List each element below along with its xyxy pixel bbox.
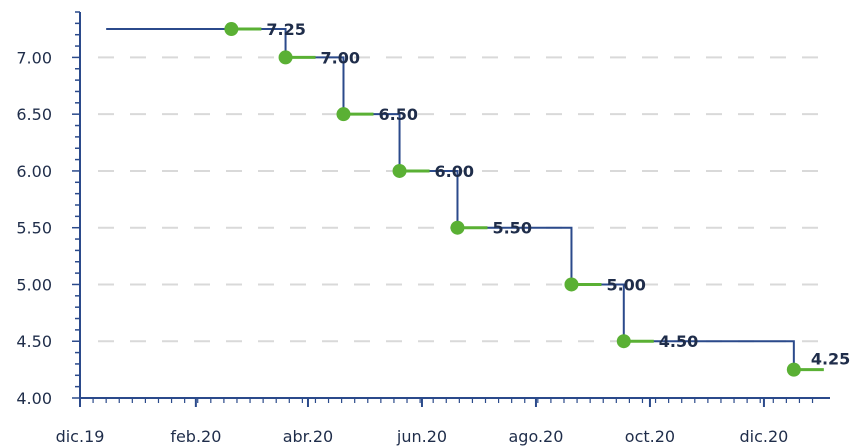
y-tick-label: 5.00: [16, 275, 52, 294]
step-line-series: [106, 28, 820, 371]
x-tick-label: dic.19: [56, 427, 105, 446]
data-point-marker: [278, 50, 293, 65]
y-tick-label: 4.50: [16, 332, 52, 351]
data-value-label: 6.00: [435, 162, 474, 181]
y-axis: 4.00 4.50 5.00 5.50 6.00 6.50 7.00: [16, 11, 81, 408]
data-point-marker: [564, 277, 579, 292]
data-point-marker: [224, 22, 239, 37]
data-point-marker: [336, 107, 351, 122]
x-tick-label: abr.20: [283, 427, 334, 446]
data-point-marker: [392, 163, 407, 178]
y-tick-label: 4.00: [16, 389, 52, 408]
data-point-marker: [450, 220, 465, 235]
x-tick-label: jun.20: [396, 427, 447, 446]
y-tick-label: 7.00: [16, 48, 52, 67]
x-axis: dic.19 feb.20 abr.20 jun.20 ago.20 oct.20 dic.…: [56, 397, 830, 446]
data-value-label: 7.00: [321, 48, 360, 67]
x-tick-label: oct.20: [625, 427, 675, 446]
y-tick-label: 6.50: [16, 105, 52, 124]
y-tick-label: 6.00: [16, 162, 52, 181]
data-point-marker: [616, 334, 631, 349]
data-value-label: 6.50: [378, 105, 417, 124]
x-tick-label: feb.20: [170, 427, 221, 446]
data-value-label: 7.25: [266, 20, 305, 39]
data-value-label: 4.25: [811, 350, 850, 369]
step-line: [106, 28, 820, 371]
x-tick-label: ago.20: [508, 427, 563, 446]
y-tick-label: 5.50: [16, 219, 52, 238]
data-point-marker: [786, 362, 801, 377]
x-tick-label: dic.20: [740, 427, 789, 446]
gridlines: [98, 56, 830, 343]
data-markers: 7.25 7.00 6.50 6.00 5.50 5.00 4.50 4.25: [224, 20, 850, 377]
data-value-label: 5.50: [492, 219, 531, 238]
data-value-label: 4.50: [659, 332, 698, 351]
data-value-label: 5.00: [606, 275, 645, 294]
